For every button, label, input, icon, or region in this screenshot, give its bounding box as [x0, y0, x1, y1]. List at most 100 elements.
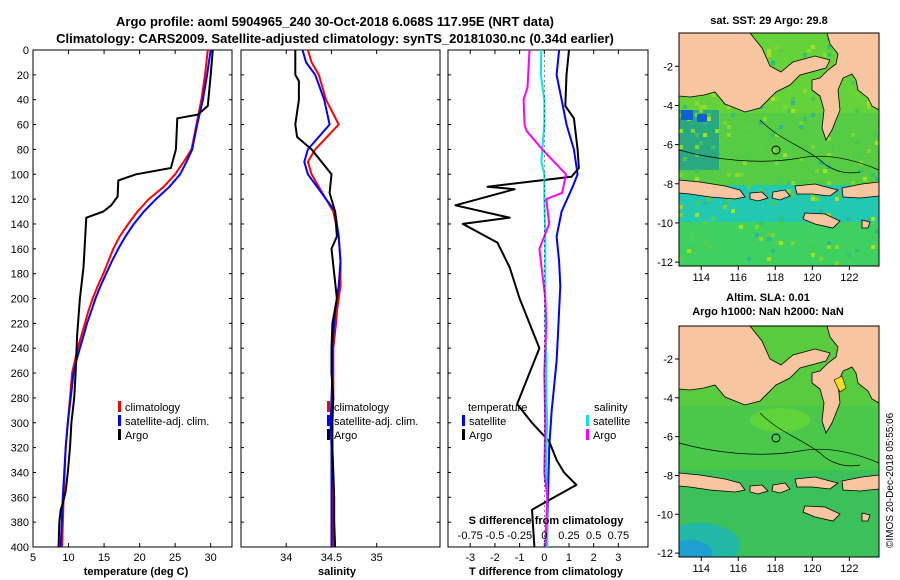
sst-pixel	[703, 241, 707, 245]
sst-pixel	[723, 201, 727, 205]
sst-pixel	[791, 145, 795, 149]
temperature-legend: climatology satellite-adj. clim. Argo	[118, 401, 209, 442]
sst-pixel	[791, 181, 795, 185]
sst-pixel	[875, 133, 879, 137]
series-line-climatology	[61, 49, 209, 548]
map-x-tick-label: 122	[840, 272, 858, 284]
sst-map-content	[679, 33, 879, 266]
depth-tick-label: 100	[11, 169, 29, 181]
sst-pixel	[867, 169, 871, 173]
sst-pixel	[811, 145, 815, 149]
sst-pixel	[847, 217, 851, 221]
sst-pixel	[703, 105, 707, 109]
sst-pixel	[775, 129, 779, 133]
sst-pixel	[719, 121, 723, 125]
series-line-s-satellite	[539, 49, 549, 547]
lombok-land	[771, 189, 791, 201]
sst-pixel	[819, 209, 823, 213]
sst-pixel	[727, 133, 731, 137]
sst-pixel	[779, 125, 783, 129]
depth-tick-label: 160	[11, 244, 29, 256]
x-tick-label: 15	[98, 552, 110, 564]
sst-pixel	[863, 177, 867, 181]
sla-map-content	[679, 326, 879, 557]
legend-marker-satellite	[327, 415, 330, 426]
sst-pixel	[699, 105, 703, 109]
sst-pixel	[731, 209, 735, 213]
sst-pixel	[823, 53, 827, 57]
sst-pixel	[707, 197, 711, 201]
sst-pixel	[875, 141, 879, 145]
legend-marker-s-argo	[586, 429, 589, 440]
sst-blue-patch	[697, 114, 707, 122]
borneo-land	[679, 33, 831, 113]
sst-pixel	[867, 105, 871, 109]
sst-pixel	[871, 173, 875, 177]
legend-marker-satellite	[118, 415, 121, 426]
legend-label-t-argo: Argo	[469, 430, 492, 442]
sst-pixel	[695, 177, 699, 181]
sst-pixel	[819, 161, 823, 165]
x-tick-label: 2	[591, 552, 597, 564]
sst-pixel	[691, 245, 695, 249]
sulawesi-land	[811, 326, 879, 434]
sst-pixel	[855, 141, 859, 145]
sst-pixel	[867, 217, 871, 221]
sst-pixel	[695, 201, 699, 205]
sst-pixel	[771, 157, 775, 161]
sst-pixel	[835, 245, 839, 249]
sst-pixel	[759, 145, 763, 149]
sst-pixel	[775, 133, 779, 137]
sst-pixel	[799, 157, 803, 161]
sst-pixel	[875, 229, 879, 233]
x-tick-label: -3	[465, 552, 475, 564]
sla-map-axes: 114 116 118 120 122 -2 -4 -6 -8 -10 -12	[657, 354, 858, 575]
sst-pixel	[795, 113, 799, 117]
sst-pixel	[815, 197, 819, 201]
s-difference-axis-label: S difference from climatology	[469, 515, 625, 527]
sst-pixel	[771, 149, 775, 153]
temperature-x-axis: 5 10 15 20 25 30	[30, 50, 217, 564]
sla-map: 114 116 118 120 122 -2 -4 -6 -8 -10 -12	[657, 325, 880, 575]
sst-pixel	[683, 157, 687, 161]
sst-pixel	[755, 225, 759, 229]
sst-land	[679, 33, 879, 229]
sst-pixel	[703, 201, 707, 205]
sumbawa-land	[794, 476, 839, 490]
sst-pixel	[707, 113, 711, 117]
map-y-tick-label: -12	[657, 548, 673, 560]
sst-pixel	[723, 161, 727, 165]
sst-pixel	[723, 205, 727, 209]
depth-tick-label: 180	[11, 269, 29, 281]
figure-title-line-2: Climatology: CARS2009. Satellite-adjuste…	[56, 31, 614, 46]
series-line-t-argo	[454, 49, 580, 548]
sst-map-axes: 114 116 118 120 122 -2 -4 -6 -8 -10 -12	[657, 61, 858, 284]
sst-pixel	[827, 153, 831, 157]
map-y-tick-label: -10	[657, 218, 673, 230]
sst-pixel	[851, 133, 855, 137]
sst-pixel	[855, 109, 859, 113]
map-x-tick-label: 118	[767, 563, 785, 575]
depth-tick-label: 380	[11, 517, 29, 529]
sst-pixel	[739, 173, 743, 177]
sst-pixel	[811, 113, 815, 117]
sst-pixel	[811, 45, 815, 49]
sst-pixel	[767, 233, 771, 237]
sst-pixel	[871, 133, 875, 137]
sst-pixel	[819, 181, 823, 185]
sst-pixel	[787, 109, 791, 113]
s-tick-label: -0.5	[485, 530, 504, 542]
legend-marker-climatology	[118, 401, 121, 412]
sst-pixel	[759, 221, 763, 225]
x-tick-label: -2	[490, 552, 500, 564]
series-line-climatology	[306, 49, 342, 547]
sst-pixel	[759, 189, 763, 193]
sst-pixel	[783, 105, 787, 109]
x-tick-label: 3	[615, 552, 621, 564]
sst-pixel	[775, 45, 779, 49]
sst-map: 114 116 118 120 122 -2 -4 -6 -8 -10 -12	[657, 32, 880, 284]
sst-pixel	[691, 129, 695, 133]
depth-axis: 0 20 40 60 80 100 120 140 160 180 200 220 240 260 280 3…	[11, 45, 648, 554]
legend-marker-s-satellite	[586, 415, 589, 426]
sst-blue-patch	[681, 110, 693, 120]
